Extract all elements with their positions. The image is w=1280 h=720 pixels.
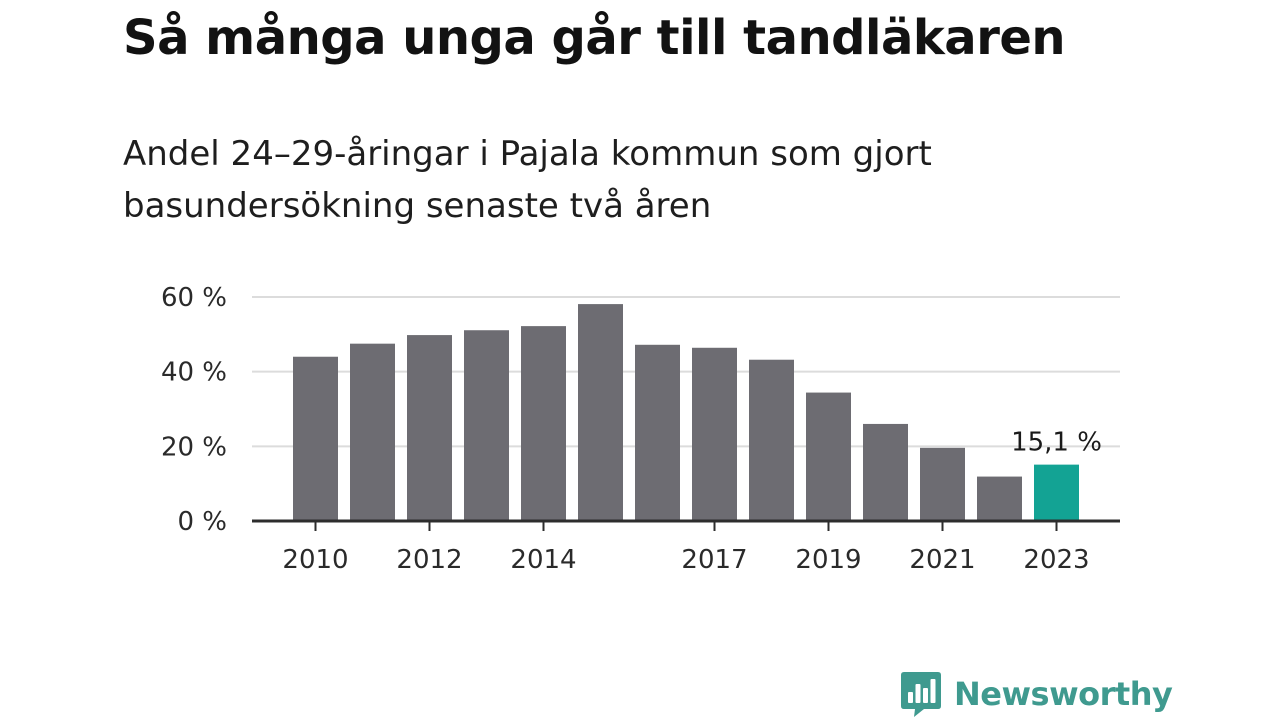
bar — [920, 447, 965, 521]
bar — [692, 347, 737, 521]
data-label: 15,1 % — [1011, 428, 1102, 458]
labels: 0 % 20 % 40 % 60 % 2010 2012 2014 2017 2019 2021 2… — [161, 283, 1102, 575]
x-tick-label: 2010 — [282, 545, 348, 575]
bar — [977, 476, 1022, 521]
chart-subtitle: Andel 24–29-åringar i Pajala kommun som … — [123, 134, 932, 226]
gridlines — [252, 296, 1120, 448]
x-tick-label: 2023 — [1023, 545, 1089, 575]
bar — [521, 326, 566, 521]
bar — [350, 343, 395, 521]
bar — [863, 423, 908, 521]
bar — [293, 356, 338, 521]
y-tick-label: 60 % — [161, 283, 227, 313]
bar — [407, 335, 452, 521]
brand-name: Newsworthy — [954, 675, 1173, 713]
axes — [252, 519, 1120, 531]
y-tick-label: 20 % — [161, 432, 227, 462]
bar — [635, 344, 680, 521]
y-tick-label: 40 % — [161, 358, 227, 388]
y-tick-label: 0 % — [177, 507, 227, 537]
bar — [749, 359, 794, 521]
bar-chart: 0 % 20 % 40 % 60 % 2010 2012 2014 2017 2019 2021 2… — [161, 283, 1120, 575]
bar-highlight — [1034, 464, 1079, 521]
newsworthy-logo: Newsworthy — [900, 670, 1173, 718]
x-tick-label: 2021 — [909, 545, 975, 575]
bar — [464, 330, 509, 521]
x-tick-label: 2019 — [795, 545, 861, 575]
bars — [293, 304, 1079, 521]
bar — [578, 304, 623, 521]
x-tick-label: 2012 — [396, 545, 462, 575]
chart-title: Så många unga går till tandläkaren — [123, 10, 1066, 66]
bar — [806, 392, 851, 521]
newsworthy-bar-chart-icon — [901, 672, 941, 717]
x-tick-label: 2014 — [510, 545, 576, 575]
x-tick-label: 2017 — [681, 545, 747, 575]
